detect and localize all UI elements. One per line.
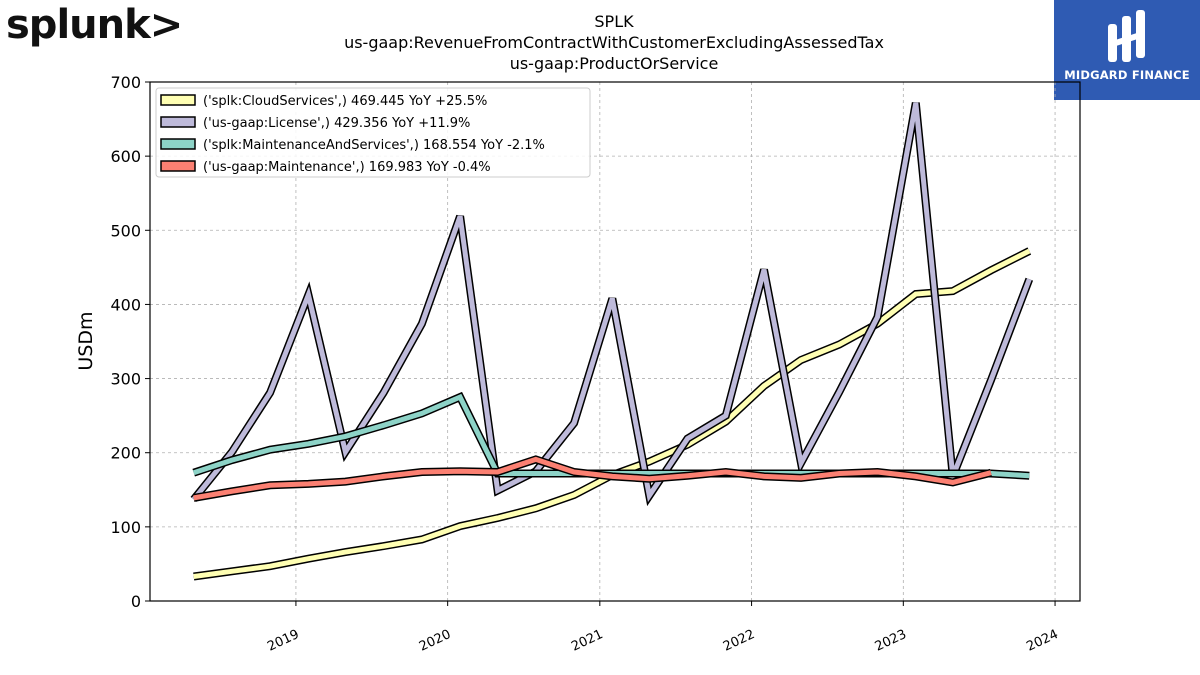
- legend-swatch: [160, 160, 196, 172]
- legend-label: ('splk:CloudServices',) 469.445 YoY +25.…: [203, 94, 487, 109]
- y-tick-label: 100: [110, 518, 141, 537]
- series-line-outline: [193, 455, 992, 502]
- legend-entry: ('splk:MaintenanceAndServices',) 168.554…: [160, 138, 545, 153]
- y-axis: 0 100 200 300 400 500 600 700: [110, 73, 150, 611]
- x-tick-label: 2022: [721, 627, 757, 655]
- x-tick-label: 2019: [265, 627, 301, 655]
- legend-label: ('splk:MaintenanceAndServices',) 168.554…: [203, 138, 545, 153]
- title-line-1: SPLK: [594, 12, 634, 31]
- splunk-logo: splunk>: [6, 2, 183, 48]
- y-tick-label: 400: [110, 295, 141, 314]
- y-axis-label: USDm: [75, 311, 97, 370]
- y-tick-label: 700: [110, 73, 141, 92]
- x-tick-label: 2021: [569, 627, 605, 655]
- series-line: [191, 102, 1032, 503]
- x-tick-label: 2020: [417, 627, 453, 655]
- x-tick-label: 2023: [873, 627, 909, 655]
- plot-frame: [149, 81, 1081, 602]
- series-4: [193, 455, 992, 502]
- midgard-emblem-icon: [1108, 10, 1145, 62]
- series-line: [193, 456, 992, 501]
- title-line-3: us-gaap:ProductOrService: [510, 54, 719, 73]
- legend-entry: ('us-gaap:License',) 429.356 YoY +11.9%: [160, 116, 470, 131]
- legend-entry: ('splk:CloudServices',) 469.445 YoY +25.…: [160, 94, 487, 109]
- title-line-2: us-gaap:RevenueFromContractWithCustomerE…: [344, 33, 884, 52]
- legend-box: [155, 87, 591, 178]
- chart-title: SPLK us-gaap:RevenueFromContractWithCusto…: [344, 12, 884, 73]
- x-tick-label: 2024: [1024, 627, 1060, 655]
- midgard-logo-text: MIDGARD FINANCE: [1064, 68, 1190, 82]
- legend-swatch: [160, 138, 196, 150]
- splunk-logo-text: splunk>: [6, 2, 183, 48]
- y-tick-label: 600: [110, 147, 141, 166]
- legend-entry: ('us-gaap:Maintenance',) 169.983 YoY -0.…: [160, 160, 491, 175]
- y-tick-label: 0: [131, 592, 141, 611]
- chart-series: [190, 102, 1034, 581]
- y-tick-label: 500: [110, 221, 141, 240]
- x-axis: 2019 2020 2021 2022 2023 2024: [265, 601, 1061, 655]
- series-line-outline: [192, 391, 1030, 480]
- legend: ('splk:CloudServices',) 469.445 YoY +25.…: [155, 87, 591, 178]
- series-3: [192, 391, 1030, 480]
- legend-label: ('us-gaap:License',) 429.356 YoY +11.9%: [203, 116, 470, 131]
- y-tick-label: 300: [110, 370, 141, 389]
- legend-swatch: [160, 94, 196, 106]
- y-tick-label: 200: [110, 444, 141, 463]
- series-line: [192, 393, 1030, 479]
- legend-swatch: [160, 116, 196, 128]
- series-2: [190, 102, 1034, 507]
- legend-label: ('us-gaap:Maintenance',) 169.983 YoY -0.…: [203, 160, 491, 175]
- midgard-finance-logo: MIDGARD FINANCE: [1054, 0, 1200, 100]
